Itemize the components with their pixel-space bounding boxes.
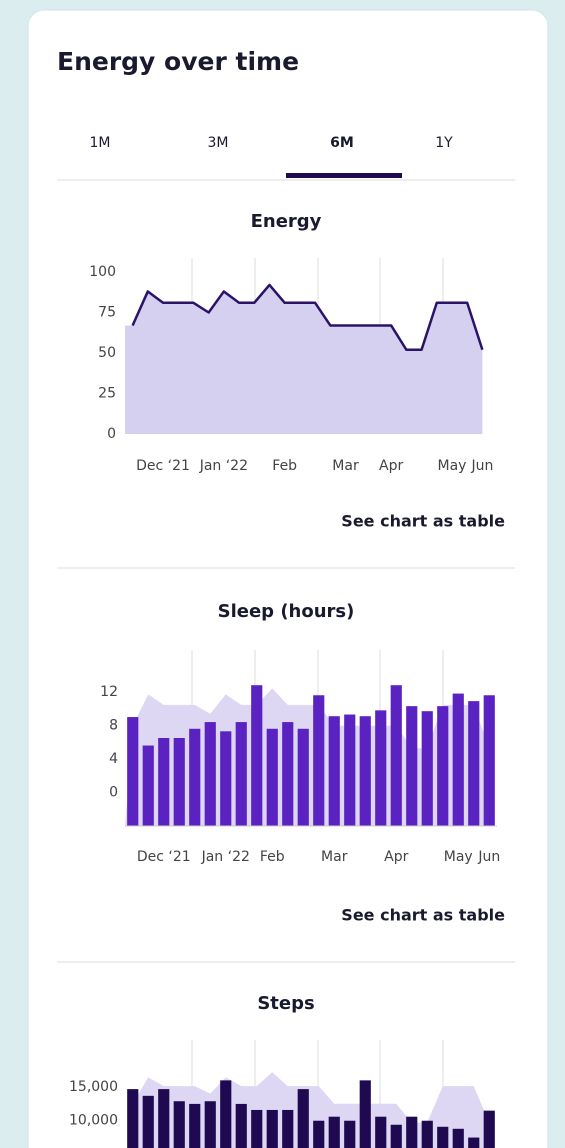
card	[27, 9, 549, 1148]
bar	[390, 1124, 402, 1148]
bar	[344, 1120, 356, 1148]
bar	[375, 1116, 387, 1148]
chart-title: Sleep (hours)	[218, 601, 355, 622]
bar	[158, 1089, 170, 1148]
bar	[266, 728, 278, 826]
bar	[406, 706, 418, 826]
bar	[452, 1128, 464, 1148]
x-tick-label: Apr	[379, 458, 403, 474]
bar	[297, 1089, 309, 1148]
bar	[235, 722, 247, 826]
bar	[406, 1116, 418, 1148]
bar	[173, 1101, 185, 1148]
x-tick-label: Jun	[477, 849, 500, 865]
x-tick-label: Feb	[272, 458, 297, 474]
bar	[359, 716, 371, 826]
bar	[173, 738, 185, 826]
bar	[220, 1080, 232, 1148]
line	[131, 283, 484, 352]
y-tick-label: 75	[98, 305, 116, 321]
x-tick-label: Jan ‘22	[199, 458, 248, 474]
y-tick-label: 15,000	[69, 1079, 118, 1095]
bar	[313, 1120, 325, 1148]
bar	[282, 722, 294, 826]
tab[interactable]: 3M	[208, 135, 229, 151]
bar	[127, 717, 139, 826]
y-tick-label: 50	[98, 345, 116, 361]
x-tick-label: Mar	[332, 458, 359, 474]
chart-title: Steps	[257, 993, 314, 1014]
bar	[390, 685, 402, 826]
y-tick-label: 0	[109, 784, 118, 800]
area	[125, 284, 483, 434]
page-title: Energy over time	[57, 47, 299, 76]
tab[interactable]: 1Y	[435, 135, 453, 151]
bar	[297, 728, 309, 826]
chart-title: Energy	[251, 211, 322, 232]
x-tick-label: Dec ‘21	[137, 849, 191, 865]
bar	[483, 1110, 495, 1148]
bar	[251, 1109, 263, 1148]
bar	[282, 1109, 294, 1148]
bar	[204, 722, 216, 826]
y-tick-label: 10,000	[69, 1113, 118, 1129]
bar	[127, 1089, 139, 1148]
bar	[452, 693, 464, 826]
bar	[375, 710, 387, 826]
bar	[220, 731, 232, 826]
table-link[interactable]: See chart as table	[341, 512, 505, 531]
bar	[359, 1080, 371, 1148]
x-tick-label: Feb	[260, 849, 285, 865]
bar	[189, 728, 201, 826]
tab-indicator	[286, 173, 402, 178]
bar	[158, 738, 170, 826]
x-tick-label: Jun	[470, 458, 493, 474]
bar	[142, 745, 154, 826]
bar	[437, 1126, 449, 1148]
bar	[468, 701, 480, 826]
x-tick-label: May	[444, 849, 473, 865]
table-link[interactable]: See chart as table	[341, 906, 505, 925]
y-tick-label: 4	[109, 751, 118, 767]
bar	[437, 706, 449, 826]
y-tick-label: 8	[109, 717, 118, 733]
x-tick-label: Jan ‘22	[201, 849, 250, 865]
bar	[235, 1103, 247, 1148]
x-tick-label: Apr	[384, 849, 408, 865]
x-tick-label: Dec ‘21	[136, 458, 190, 474]
bar	[204, 1101, 216, 1148]
y-tick-label: 5,000	[78, 1146, 118, 1148]
tab[interactable]: 6M	[330, 135, 354, 151]
bar	[344, 714, 356, 826]
tab[interactable]: 1M	[90, 135, 111, 151]
bar	[142, 1095, 154, 1148]
y-tick-label: 100	[89, 264, 116, 280]
bar	[468, 1137, 480, 1148]
bar	[251, 685, 263, 826]
y-tick-label: 12	[100, 684, 118, 700]
bar	[483, 695, 495, 826]
y-tick-label: 25	[98, 386, 116, 402]
bar	[266, 1109, 278, 1148]
bar	[328, 716, 340, 826]
bar	[313, 695, 325, 826]
x-tick-label: May	[438, 458, 467, 474]
bar	[421, 1120, 433, 1148]
y-tick-label: 0	[107, 426, 116, 442]
bar	[421, 711, 433, 826]
x-tick-label: Mar	[321, 849, 348, 865]
bar	[328, 1116, 340, 1148]
bar	[189, 1103, 201, 1148]
